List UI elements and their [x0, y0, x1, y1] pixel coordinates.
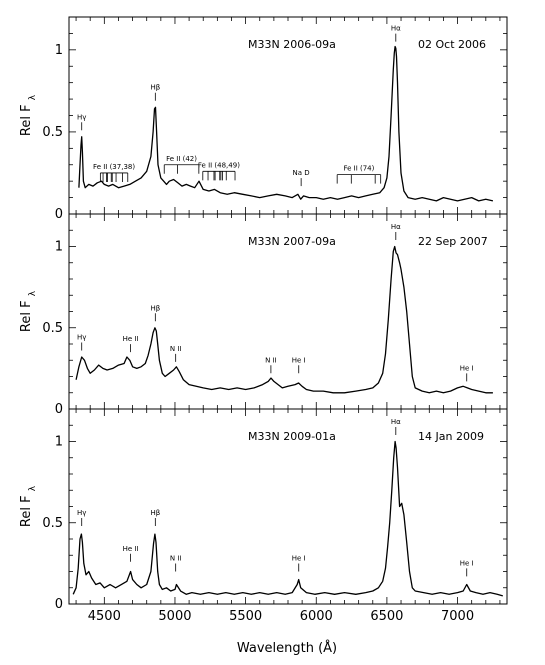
object-name: M33N 2006-09a	[248, 38, 336, 51]
x-tick-label: 5000	[158, 609, 191, 624]
y-tick-label: 1	[55, 240, 63, 255]
multiplet-label: Fe II (42)	[166, 155, 197, 163]
line-label: He I	[292, 555, 306, 563]
line-label: Hβ	[150, 509, 160, 517]
line-label: Hβ	[150, 304, 160, 312]
y-tick-label: 1	[55, 43, 63, 58]
multiplet-label: Fe II (37,38)	[93, 163, 135, 171]
x-axis-label: Wavelength (Å)	[237, 640, 337, 656]
y-axis-label: Rel F λ	[19, 94, 38, 136]
x-tick-label: 6500	[370, 609, 403, 624]
y-tick-label: 0	[55, 597, 63, 612]
multiplet-label: Fe II (74)	[343, 165, 374, 173]
line-label: He I	[460, 559, 474, 567]
x-tick-label: 6000	[300, 609, 333, 624]
observation-date: 02 Oct 2006	[418, 38, 486, 51]
panel-1: 0 0.5 1 M33N 2006-09a 02 Oct 2006 Hγ Hβ Na D Hα F…	[42, 16, 508, 222]
line-label: Hα	[391, 223, 401, 231]
panel-3: 0 0.5 1 M33N 2009-01a 14 Jan 2009 Hγ He II Hβ N …	[42, 408, 508, 612]
panel-2: 0 0.5 1 M33N 2007-09a 22 Sep 2007 Hγ He II Hβ N …	[42, 213, 508, 417]
y-axis-label: Rel F λ	[19, 290, 38, 332]
spectrum-line	[78, 45, 494, 202]
spectrum-panels: 0 0.5 1 M33N 2006-09a 02 Oct 2006 Hγ Hβ Na D Hα F…	[42, 16, 508, 612]
multiplet-label: Fe II (48,49)	[198, 161, 240, 169]
line-label: N II	[170, 555, 182, 563]
x-tick-label: 5500	[229, 609, 262, 624]
object-name: M33N 2009-01a	[248, 430, 336, 443]
line-label: Hγ	[77, 509, 86, 517]
line-label: Hα	[391, 418, 401, 426]
y-tick-label: 0.5	[42, 321, 63, 336]
x-tick-label: 4500	[88, 609, 121, 624]
y-tick-label: 0.5	[42, 516, 63, 531]
line-label: Hα	[391, 25, 401, 33]
x-tick-label: 7000	[441, 609, 474, 624]
line-label: Hγ	[77, 334, 86, 342]
observation-date: 14 Jan 2009	[418, 430, 484, 443]
object-name: M33N 2007-09a	[248, 235, 336, 248]
line-label: He I	[292, 356, 306, 364]
line-label: Hβ	[150, 84, 160, 92]
y-axis-labels: Rel F λ Rel F λ Rel F λ	[19, 94, 38, 527]
y-tick-label: 0	[55, 402, 63, 417]
line-label: N II	[265, 356, 277, 364]
line-label: He II	[123, 335, 139, 343]
y-tick-label: 1	[55, 435, 63, 450]
x-tick-labels: 4500 5000 5500 6000 6500 7000	[88, 609, 474, 624]
line-label: He I	[460, 364, 474, 372]
line-label: He II	[123, 545, 139, 553]
line-label: Na D	[293, 169, 310, 177]
line-label: N II	[170, 345, 182, 353]
y-tick-label: 0	[55, 207, 63, 222]
spectrum-line	[72, 440, 503, 597]
y-axis-label: Rel F λ	[19, 485, 38, 527]
spectrum-line	[75, 245, 493, 394]
observation-date: 22 Sep 2007	[418, 235, 488, 248]
y-tick-label: 0.5	[42, 125, 63, 140]
line-label: Hγ	[77, 113, 86, 121]
